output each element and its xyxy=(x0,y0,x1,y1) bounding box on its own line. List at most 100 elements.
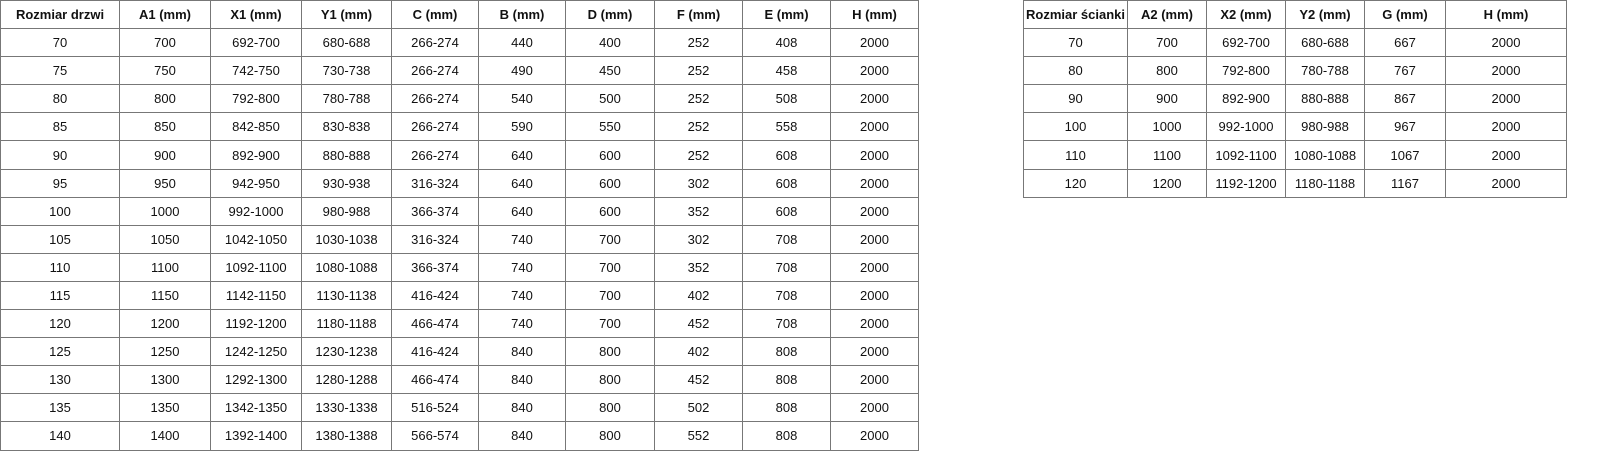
table-cell: 2000 xyxy=(830,365,919,395)
column-header: G (mm) xyxy=(1364,0,1446,30)
table-cell: 740 xyxy=(478,252,566,282)
table-cell: 1080-1088 xyxy=(1285,140,1365,170)
table-cell: 95 xyxy=(0,168,120,198)
table-cell: 1000 xyxy=(1127,112,1207,142)
table-cell: 540 xyxy=(478,84,566,114)
table-cell: 930-938 xyxy=(301,168,392,198)
table-cell: 700 xyxy=(565,309,655,339)
table-cell: 740 xyxy=(478,224,566,254)
table-cell: 808 xyxy=(742,393,831,423)
table-cell: 900 xyxy=(1127,84,1207,114)
column-header: Y2 (mm) xyxy=(1285,0,1365,30)
table-cell: 608 xyxy=(742,168,831,198)
table-cell: 2000 xyxy=(1445,112,1567,142)
table-cell: 1042-1050 xyxy=(210,224,302,254)
table-cell: 600 xyxy=(565,168,655,198)
table-cell: 100 xyxy=(0,196,120,226)
table-cell: 750 xyxy=(119,56,211,86)
table-cell: 458 xyxy=(742,56,831,86)
table-cell: 466-474 xyxy=(391,365,479,395)
table-cell: 692-700 xyxy=(210,28,302,58)
table-cell: 2000 xyxy=(830,421,919,451)
table-cell: 1180-1188 xyxy=(301,309,392,339)
table-cell: 1180-1188 xyxy=(1285,168,1365,198)
table-cell: 508 xyxy=(742,84,831,114)
table-cell: 840 xyxy=(478,421,566,451)
table-cell: 1242-1250 xyxy=(210,337,302,367)
table-cell: 2000 xyxy=(830,224,919,254)
table-cell: 892-900 xyxy=(210,140,302,170)
table-cell: 700 xyxy=(565,252,655,282)
table-cell: 2000 xyxy=(830,168,919,198)
table-cell: 566-574 xyxy=(391,421,479,451)
column-header: H (mm) xyxy=(830,0,919,30)
table-cell: 842-850 xyxy=(210,112,302,142)
table-cell: 1380-1388 xyxy=(301,421,392,451)
table-cell: 502 xyxy=(654,393,743,423)
table-row: 95 950 942-950 930-938 316-324 640 600 302 608 20… xyxy=(0,168,919,198)
table-row: 70 700 692-700 680-688 266-274 440 400 252 408 20… xyxy=(0,28,919,58)
table-cell: 600 xyxy=(565,140,655,170)
table-cell: 2000 xyxy=(1445,84,1567,114)
table-cell: 490 xyxy=(478,56,566,86)
table-cell: 2000 xyxy=(830,56,919,86)
table-cell: 1330-1338 xyxy=(301,393,392,423)
table-cell: 2000 xyxy=(830,196,919,226)
table-cell: 110 xyxy=(1023,140,1128,170)
table-cell: 780-788 xyxy=(1285,56,1365,86)
column-header: B (mm) xyxy=(478,0,566,30)
table-row: 130 1300 1292-1300 1280-1288 466-474 840 800 45… xyxy=(0,365,919,395)
table-row: 115 1150 1142-1150 1130-1138 416-424 740 700 40… xyxy=(0,280,919,311)
table-cell: 2000 xyxy=(830,140,919,170)
table-cell: 1292-1300 xyxy=(210,365,302,395)
column-header: C (mm) xyxy=(391,0,479,30)
table-row: 100 1000 992-1000 980-988 967 2000 xyxy=(1023,112,1567,142)
table-row: 140 1400 1392-1400 1380-1388 566-574 840 800 55… xyxy=(0,421,919,451)
table-cell: 252 xyxy=(654,56,743,86)
table-cell: 830-838 xyxy=(301,112,392,142)
table-cell: 1100 xyxy=(1127,140,1207,170)
table-cell: 90 xyxy=(0,140,120,170)
table-cell: 800 xyxy=(1127,56,1207,86)
table-cell: 1392-1400 xyxy=(210,421,302,451)
table-cell: 808 xyxy=(742,421,831,451)
table-cell: 2000 xyxy=(830,309,919,339)
table-cell: 967 xyxy=(1364,112,1446,142)
table-cell: 730-738 xyxy=(301,56,392,86)
table-cell: 70 xyxy=(0,28,120,58)
table-cell: 140 xyxy=(0,421,120,451)
table-cell: 808 xyxy=(742,365,831,395)
table-cell: 135 xyxy=(0,393,120,423)
table-cell: 742-750 xyxy=(210,56,302,86)
table-cell: 1300 xyxy=(119,365,211,395)
table-cell: 408 xyxy=(742,28,831,58)
table-cell: 516-524 xyxy=(391,393,479,423)
table-cell: 266-274 xyxy=(391,112,479,142)
column-header: A1 (mm) xyxy=(119,0,211,30)
table-cell: 1000 xyxy=(119,196,211,226)
table-cell: 452 xyxy=(654,309,743,339)
table-cell: 2000 xyxy=(1445,56,1567,86)
table-cell: 640 xyxy=(478,140,566,170)
table-cell: 800 xyxy=(565,337,655,367)
table-cell: 800 xyxy=(119,84,211,114)
table-cell: 1067 xyxy=(1364,140,1446,170)
table-cell: 740 xyxy=(478,280,566,311)
table-cell: 302 xyxy=(654,224,743,254)
table-cell: 130 xyxy=(0,365,120,395)
table-cell: 85 xyxy=(0,112,120,142)
table-cell: 708 xyxy=(742,280,831,311)
table-cell: 252 xyxy=(654,140,743,170)
table-cell: 252 xyxy=(654,84,743,114)
table-cell: 252 xyxy=(654,112,743,142)
table-cell: 980-988 xyxy=(301,196,392,226)
table-cell: 800 xyxy=(565,421,655,451)
header-row: Rozmiar ścianki A2 (mm) X2 (mm) Y2 (mm) G (m… xyxy=(1023,0,1567,30)
table-cell: 1092-1100 xyxy=(1206,140,1286,170)
table-row: 75 750 742-750 730-738 266-274 490 450 252 458 20… xyxy=(0,56,919,86)
table-cell: 550 xyxy=(565,112,655,142)
table-cell: 992-1000 xyxy=(210,196,302,226)
table-cell: 90 xyxy=(1023,84,1128,114)
table-cell: 700 xyxy=(119,28,211,58)
table-cell: 105 xyxy=(0,224,120,254)
